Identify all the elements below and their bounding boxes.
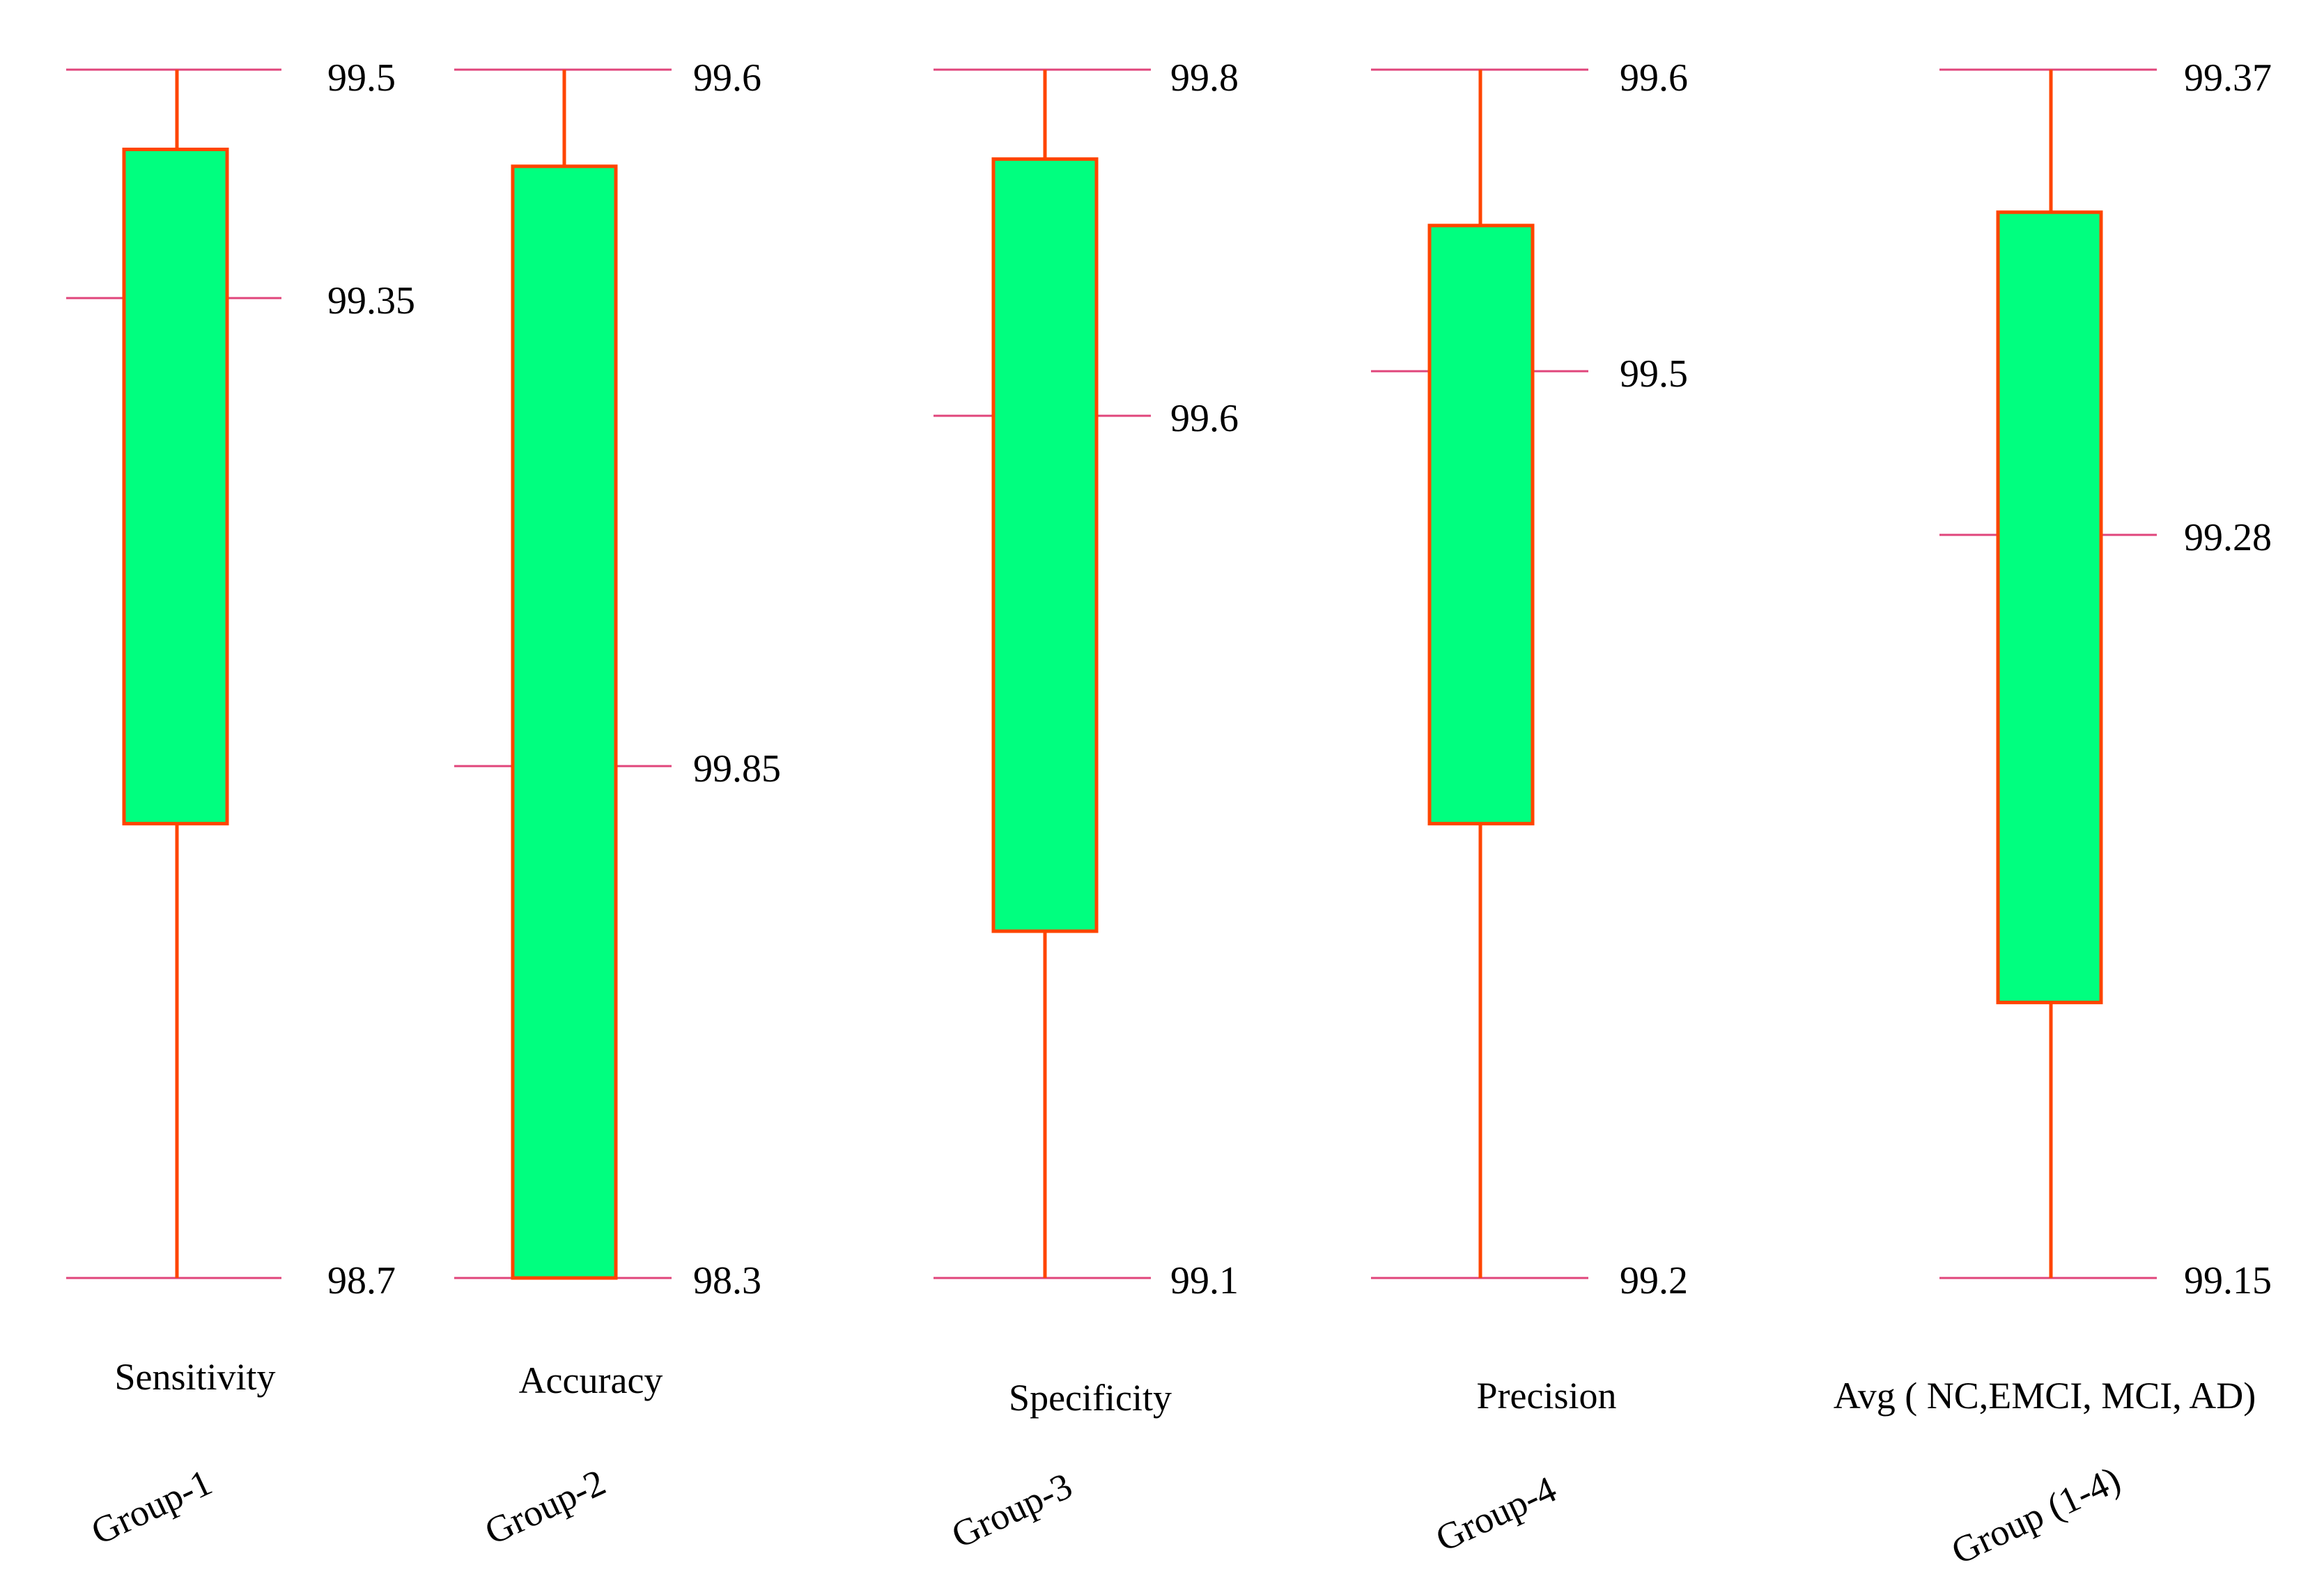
metric-label: Accuracy [519, 1359, 663, 1401]
group-label: Group-3 [945, 1465, 1078, 1557]
median-value-label: 99.85 [693, 747, 781, 790]
metric-label: Sensitivity [114, 1356, 275, 1398]
box [1427, 224, 1535, 826]
min-value-label: 99.1 [1170, 1259, 1239, 1302]
min-value-label: 99.2 [1620, 1259, 1688, 1302]
min-value-label: 99.15 [2184, 1259, 2272, 1302]
box [991, 157, 1099, 933]
median-value-label: 99.28 [2184, 516, 2272, 559]
group-label: Group (1-4) [1945, 1458, 2126, 1573]
metric-label: Precision [1477, 1375, 1617, 1417]
metric-label: Specificity [1009, 1377, 1172, 1419]
box [1996, 210, 2103, 1004]
box [122, 148, 229, 826]
median-value-label: 99.5 [1620, 352, 1688, 396]
median-value-label: 99.35 [327, 279, 415, 322]
metric-label: Avg ( NC,EMCI, MCI, AD) [1834, 1375, 2256, 1417]
max-value-label: 99.5 [327, 56, 396, 100]
max-value-label: 99.37 [2184, 56, 2272, 100]
min-value-label: 98.7 [327, 1259, 396, 1302]
median-value-label: 99.6 [1170, 397, 1239, 440]
max-value-label: 99.6 [1620, 56, 1688, 100]
max-value-label: 99.8 [1170, 56, 1239, 100]
group-label: Group-4 [1430, 1468, 1563, 1560]
group-label: Group-1 [85, 1461, 218, 1553]
max-value-label: 99.6 [693, 56, 761, 100]
group-label: Group-2 [479, 1461, 612, 1553]
box [511, 164, 618, 1280]
min-value-label: 98.3 [693, 1259, 761, 1302]
